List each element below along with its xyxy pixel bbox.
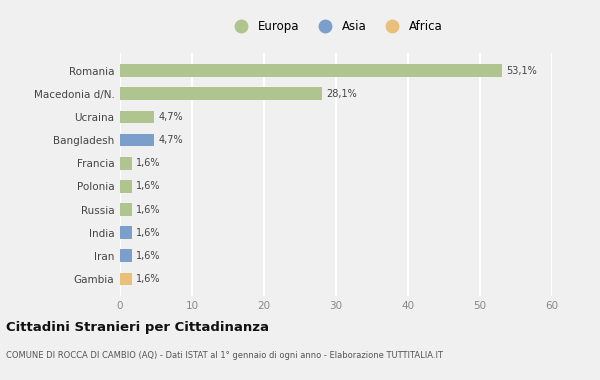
Text: 1,6%: 1,6% (136, 274, 160, 284)
Bar (120, 249, 131, 262)
Bar (120, 134, 154, 146)
Text: 1,6%: 1,6% (136, 228, 160, 238)
Text: 4,7%: 4,7% (158, 135, 183, 145)
Bar (120, 64, 502, 77)
Bar (120, 272, 131, 285)
Text: 1,6%: 1,6% (136, 158, 160, 168)
Text: 1,6%: 1,6% (136, 204, 160, 215)
Bar (120, 226, 131, 239)
Bar (120, 180, 131, 193)
Legend: Europa, Asia, Africa: Europa, Asia, Africa (224, 15, 448, 38)
Bar (120, 87, 322, 100)
Text: 1,6%: 1,6% (136, 251, 160, 261)
Bar (120, 203, 131, 216)
Bar (120, 157, 131, 169)
Text: 53,1%: 53,1% (506, 66, 538, 76)
Text: 1,6%: 1,6% (136, 181, 160, 192)
Text: 28,1%: 28,1% (326, 89, 358, 99)
Bar (120, 111, 154, 123)
Text: 4,7%: 4,7% (158, 112, 183, 122)
Text: Cittadini Stranieri per Cittadinanza: Cittadini Stranieri per Cittadinanza (6, 321, 269, 334)
Text: COMUNE DI ROCCA DI CAMBIO (AQ) - Dati ISTAT al 1° gennaio di ogni anno - Elabora: COMUNE DI ROCCA DI CAMBIO (AQ) - Dati IS… (6, 352, 443, 361)
